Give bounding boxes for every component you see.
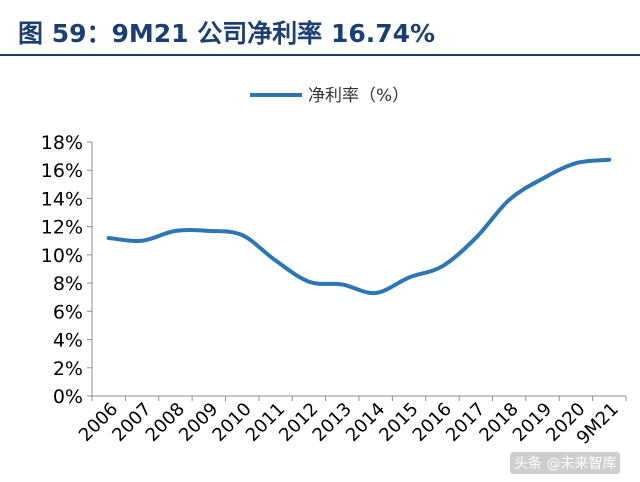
data-point xyxy=(575,162,577,164)
y-tick-label: 10% xyxy=(41,245,83,267)
series-layer xyxy=(106,157,612,296)
title-divider xyxy=(0,54,640,56)
data-point xyxy=(108,237,110,239)
series-line xyxy=(106,157,612,296)
y-tick-label: 18% xyxy=(41,132,83,154)
legend: 净利率（%） xyxy=(250,86,409,106)
tick-labels: 0%2%4%6%8%10%12%14%16%18%200620072008200… xyxy=(41,132,623,449)
y-tick-label: 6% xyxy=(53,301,83,323)
data-point xyxy=(208,230,210,232)
data-point xyxy=(408,276,410,278)
y-tick-label: 14% xyxy=(41,188,83,210)
title-bar: 图 59：9M21 公司净利率 16.74% xyxy=(0,0,640,54)
data-point xyxy=(441,265,443,267)
data-point xyxy=(141,240,143,242)
chart-title: 图 59：9M21 公司净利率 16.74% xyxy=(18,19,436,48)
y-tick-label: 4% xyxy=(53,330,83,352)
watermark: 头条 @未来智库 xyxy=(510,452,621,474)
data-point xyxy=(508,199,510,201)
y-tick-label: 16% xyxy=(41,160,83,182)
axes xyxy=(87,141,627,401)
y-tick-label: 2% xyxy=(53,358,83,380)
data-point xyxy=(174,230,176,232)
data-point xyxy=(542,178,544,180)
data-point xyxy=(475,237,477,239)
data-point xyxy=(341,284,343,286)
data-point xyxy=(308,281,310,283)
y-tick-label: 0% xyxy=(53,386,83,408)
data-point xyxy=(608,159,610,161)
y-tick-label: 8% xyxy=(53,273,83,295)
data-point xyxy=(241,234,243,236)
data-point xyxy=(375,292,377,294)
legend-label: 净利率（%） xyxy=(308,86,409,106)
data-point xyxy=(275,260,277,262)
y-tick-label: 12% xyxy=(41,217,83,239)
